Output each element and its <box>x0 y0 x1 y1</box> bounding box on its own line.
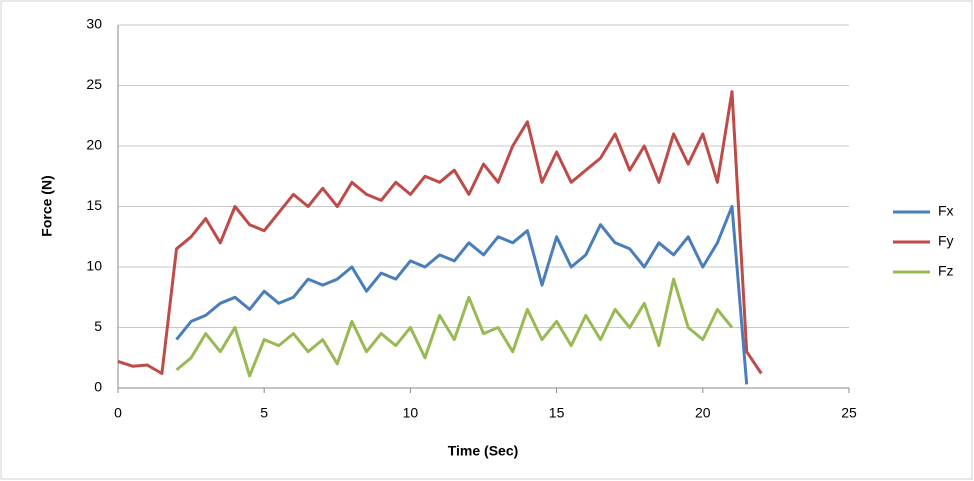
legend-label: Fz <box>938 263 954 279</box>
y-tick-label: 30 <box>86 16 102 32</box>
x-tick-label: 0 <box>114 405 122 421</box>
y-tick-label: 5 <box>94 318 102 334</box>
x-tick-label: 10 <box>403 405 419 421</box>
y-axis-title: Force (N) <box>39 175 55 236</box>
y-tick-label: 20 <box>86 137 102 153</box>
x-tick-label: 25 <box>841 405 857 421</box>
series-line <box>175 205 749 385</box>
legend-label: Fx <box>938 203 954 219</box>
y-tick-label: 10 <box>86 258 102 274</box>
x-tick-label: 5 <box>260 405 268 421</box>
x-tick-label: 15 <box>549 405 565 421</box>
legend-label: Fy <box>938 233 954 249</box>
series-line <box>175 277 734 378</box>
x-axis-title: Time (Sec) <box>448 443 519 459</box>
x-tick-label: 20 <box>695 405 711 421</box>
y-tick-label: 25 <box>86 76 102 92</box>
y-tick-label: 15 <box>86 197 102 213</box>
series-line <box>117 90 763 375</box>
y-tick-label: 0 <box>94 379 102 395</box>
